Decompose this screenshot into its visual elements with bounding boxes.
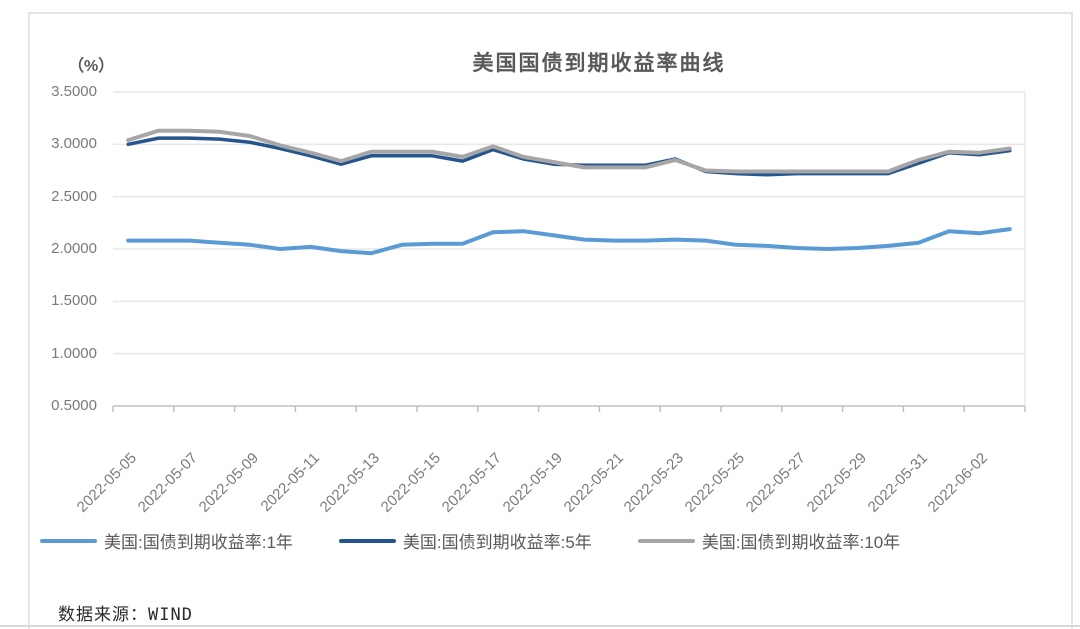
legend-line-swatch-1y [40, 538, 97, 543]
y-tick-label: 1.0000 [51, 344, 97, 362]
legend-line-swatch-5y [338, 538, 396, 543]
legend-line-swatch-10y [637, 538, 695, 543]
chart-legend: 美国:国债到期收益率:1年 美国:国债到期收益率:5年 美国:国债到期收益率:1… [40, 528, 1060, 553]
y-tick-label: 0.5000 [51, 397, 97, 414]
y-axis-unit-label: （%） [68, 58, 115, 75]
legend-label-1y: 美国:国债到期收益率:1年 [104, 533, 293, 552]
y-tick-label: 2.5000 [51, 187, 97, 205]
bottom-divider [0, 625, 1080, 627]
legend-label-5y: 美国:国债到期收益率:5年 [402, 533, 592, 552]
legend-item-1y: 美国:国债到期收益率:1年 [40, 528, 293, 553]
legend-item-5y: 美国:国债到期收益率:5年 [338, 528, 592, 553]
y-tick-label: 3.5000 [51, 83, 97, 100]
y-tick-label: 3.0000 [51, 135, 97, 153]
legend-label-10y: 美国:国债到期收益率:10年 [701, 533, 901, 552]
chart-title: 美国国债到期收益率曲线 [472, 52, 726, 75]
y-tick-label: 2.0000 [51, 240, 97, 257]
legend-item-10y: 美国:国债到期收益率:10年 [637, 528, 901, 553]
y-tick-label: 1.5000 [51, 292, 97, 310]
chart-card: （%） 美国国债到期收益率曲线 [28, 12, 1073, 629]
data-source-note: 数据来源：WIND [58, 605, 193, 625]
